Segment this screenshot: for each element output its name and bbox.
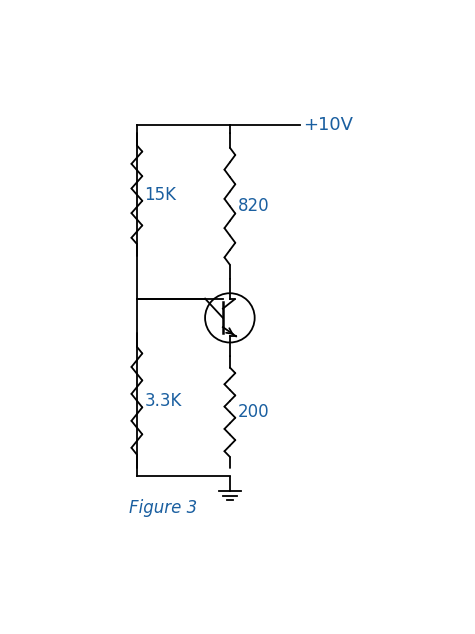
Text: +10V: +10V xyxy=(304,117,353,134)
Text: 820: 820 xyxy=(238,197,269,215)
Text: Figure 3: Figure 3 xyxy=(129,499,198,517)
Text: 3.3K: 3.3K xyxy=(144,392,182,410)
Text: 200: 200 xyxy=(238,403,269,421)
Text: 15K: 15K xyxy=(144,186,177,204)
